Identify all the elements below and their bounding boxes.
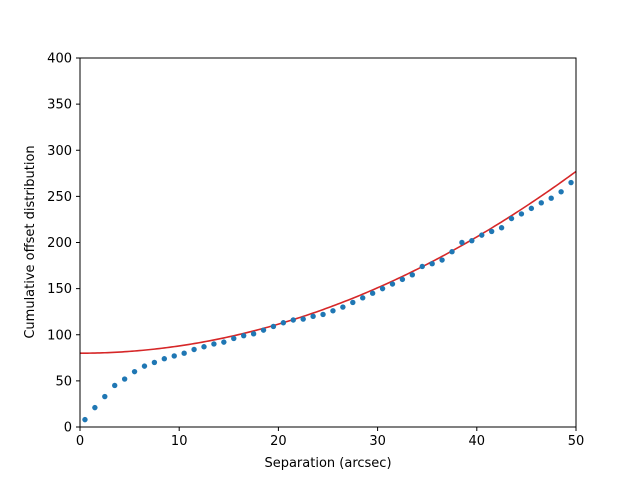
data-point: [369, 290, 376, 296]
y-tick-label: 50: [55, 374, 72, 389]
y-tick-label: 300: [47, 144, 72, 159]
x-tick-label: 0: [76, 434, 84, 449]
data-point: [389, 281, 396, 287]
data-point: [409, 272, 416, 278]
data-point: [548, 195, 554, 201]
ticks-layer: 0 10 20 30 40 50 0 50 100 150 200 250 300 350 400: [47, 52, 584, 450]
y-tick-label: 150: [47, 282, 72, 297]
x-tick-label: 30: [369, 434, 386, 449]
data-point: [300, 316, 306, 322]
data-point: [161, 356, 168, 362]
data-point: [141, 363, 148, 369]
data-point: [211, 341, 217, 347]
y-tick-label: 350: [47, 98, 72, 113]
data-point: [469, 237, 475, 244]
data-point: [250, 331, 257, 337]
data-point: [82, 416, 88, 423]
data-point: [518, 211, 525, 217]
data-point: [102, 393, 108, 400]
data-point: [459, 239, 465, 246]
data-point: [528, 205, 535, 212]
data-point: [330, 308, 336, 314]
data-point: [538, 200, 544, 206]
data-point: [92, 404, 98, 411]
data-point: [131, 368, 138, 375]
data-point: [498, 225, 505, 231]
data-point: [508, 215, 515, 222]
data-point: [191, 346, 197, 353]
data-point: [201, 344, 207, 350]
data-point: [558, 189, 564, 195]
model-curve: [80, 170, 577, 355]
points-layer: [82, 179, 574, 423]
data-point: [320, 311, 326, 318]
data-point: [221, 339, 227, 345]
data-point: [151, 359, 158, 366]
data-point: [340, 304, 346, 310]
data-point: [260, 327, 267, 333]
x-tick-label: 40: [469, 434, 486, 449]
y-axis-label: Cumulative offset distribution: [23, 145, 38, 338]
x-tick-label: 50: [568, 434, 585, 449]
y-tick-label: 400: [47, 52, 72, 67]
x-axis-label: Separation (arcsec): [264, 456, 391, 471]
data-point: [112, 382, 118, 389]
data-point: [568, 179, 574, 186]
data-point: [280, 320, 287, 326]
data-point: [360, 295, 366, 301]
data-point: [240, 332, 247, 339]
plot-area-frame: [79, 57, 577, 428]
y-tick-label: 0: [64, 421, 72, 436]
data-point: [429, 261, 435, 267]
data-point: [350, 299, 356, 306]
x-tick-label: 20: [270, 434, 287, 449]
data-point: [379, 285, 386, 292]
x-tick-label: 10: [171, 434, 188, 449]
curve-layer: [80, 170, 577, 355]
data-point: [310, 313, 316, 319]
y-tick-label: 250: [47, 190, 72, 205]
data-point: [399, 276, 406, 283]
data-point: [181, 350, 187, 356]
data-point: [439, 257, 445, 263]
y-tick-label: 100: [47, 328, 72, 343]
data-point: [231, 335, 237, 342]
data-point: [419, 263, 425, 270]
data-point: [121, 376, 128, 382]
data-point: [270, 323, 277, 330]
data-point: [479, 232, 485, 238]
data-point: [488, 228, 495, 235]
data-point: [290, 317, 296, 323]
data-point: [449, 249, 455, 255]
data-point: [171, 353, 177, 359]
y-tick-label: 200: [47, 236, 72, 251]
